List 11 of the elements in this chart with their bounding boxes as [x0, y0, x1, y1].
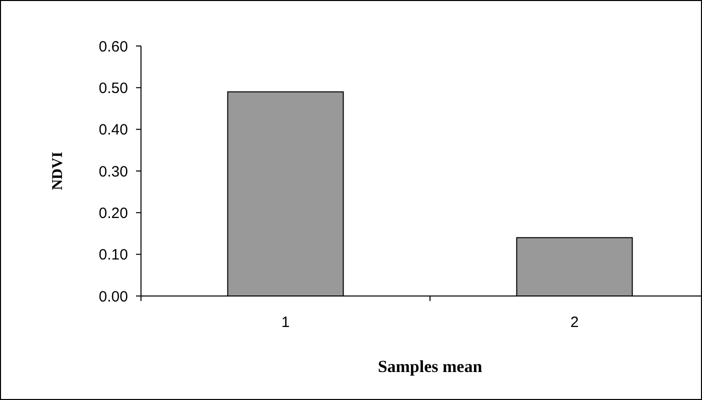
- x-tick-label: 2: [570, 314, 579, 331]
- x-axis-title: Samples mean: [378, 357, 483, 376]
- y-tick-label: 0.00: [98, 288, 128, 306]
- y-tick-label: 0.10: [98, 246, 128, 264]
- y-tick-label: 0.20: [98, 204, 128, 222]
- x-tick-label: 1: [281, 314, 290, 331]
- y-tick-label: 0.60: [98, 38, 128, 56]
- y-tick-label: 0.40: [98, 122, 128, 139]
- y-axis-title: NDVI: [50, 152, 66, 190]
- y-tick-label: 0.50: [98, 80, 128, 97]
- y-tick-label: 0.30: [98, 163, 128, 180]
